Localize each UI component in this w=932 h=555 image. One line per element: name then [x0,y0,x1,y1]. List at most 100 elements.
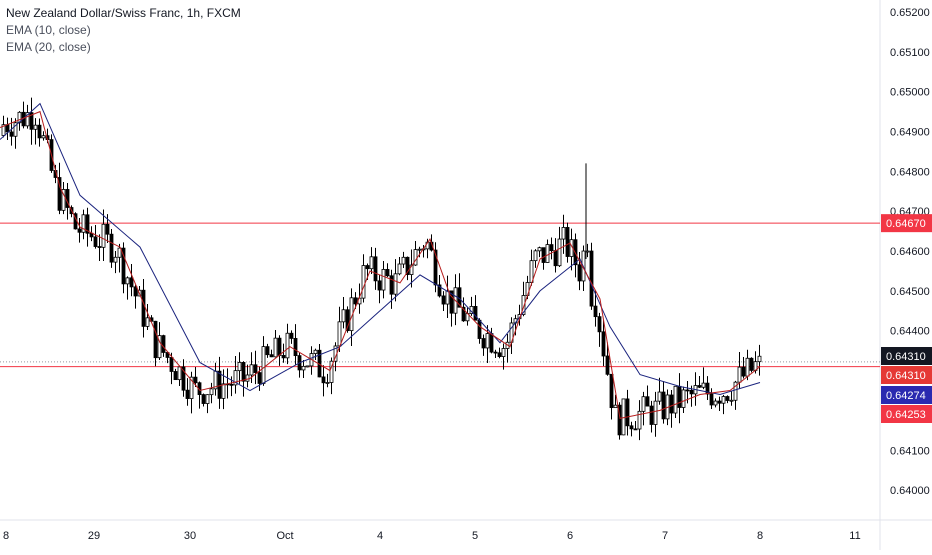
candle-body [157,335,162,359]
candle-body [17,111,22,124]
candle [341,296,346,329]
price-tag-label: 0.64670 [886,218,926,230]
candle-body [153,320,158,359]
price-tag-hline: 0.64670 [881,214,932,233]
candle-body [409,264,414,275]
candle [285,323,290,365]
candle-body [389,275,394,295]
candle [649,400,654,433]
candle-body [265,346,270,356]
candle-body [121,247,126,285]
candle [613,394,618,409]
candle-body [661,391,666,420]
time-tick-label: 8 [757,530,763,542]
candle-body [565,227,570,257]
ema-slow-line [0,102,761,396]
chart-legend: New Zealand Dollar/Swiss Franc, 1h, FXCM… [6,5,241,56]
price-tag-label: 0.64253 [886,409,926,421]
candle [373,247,378,290]
candle-body [521,295,526,315]
candle [209,382,214,404]
candle [193,366,198,387]
candle [657,377,662,405]
candle [561,214,566,254]
candle [213,362,218,396]
candle [409,249,414,288]
candle-body [397,263,402,275]
candle [189,371,194,414]
candle-body [677,385,682,408]
candle-body [41,135,46,139]
candle [601,320,606,367]
candle-body [613,404,618,409]
candle-body [233,370,238,386]
candle [125,276,130,300]
candle [757,344,762,376]
candle [237,352,242,384]
candle [361,254,366,303]
price-tag-last: 0.64310 [881,347,932,365]
candle-body [109,233,114,263]
candle-body [493,351,498,354]
candle [553,238,558,273]
ema-fast-line [0,110,761,419]
candle-body [81,214,86,233]
candle-body [133,286,138,297]
candle [521,281,526,317]
candle [329,357,334,395]
candle-body [221,383,226,399]
candle-body [405,256,410,275]
candle-body [653,400,658,425]
candle-body [33,124,38,130]
candle-body [29,112,34,130]
candle [501,343,506,370]
candle [185,378,190,406]
candle-body [737,366,742,383]
candle-body [413,249,418,266]
candle-body [245,374,250,382]
candle-body [657,391,662,402]
candle-body [253,364,258,373]
time-tick-label: 4 [377,530,383,542]
candle-body [13,122,18,137]
candle-body [301,365,306,371]
candle [317,344,322,378]
candle-body [361,265,366,299]
candle-body [417,248,422,251]
candle-body [161,335,166,353]
candle-body [341,309,346,323]
candle [17,111,22,131]
candle [545,239,550,263]
candle [13,118,18,149]
candle [729,390,734,406]
candle-body [113,256,118,263]
candle [605,342,610,376]
candle [509,317,514,355]
candle-body [445,290,450,305]
candle-body [441,295,446,305]
candle-body [257,372,262,384]
candle-body [489,333,494,353]
candle [173,368,178,381]
candle-body [541,247,546,263]
ema-fast-legend: EMA (10, close) [6,23,91,37]
candle-body [285,332,290,359]
candle-body [353,297,358,305]
candle-body [605,355,610,375]
candle-body [177,366,182,381]
candle [565,222,570,263]
candle [129,263,134,297]
candle [709,388,714,409]
price-tag-bg [881,386,932,404]
price-tick-label: 0.65100 [890,47,930,59]
candle-body [461,306,466,322]
candle-body [501,348,506,357]
candle [121,242,126,294]
candle-body [745,357,750,377]
candle-body [25,112,30,127]
candle [37,118,42,147]
candle [673,385,678,419]
candle-body [97,246,102,248]
